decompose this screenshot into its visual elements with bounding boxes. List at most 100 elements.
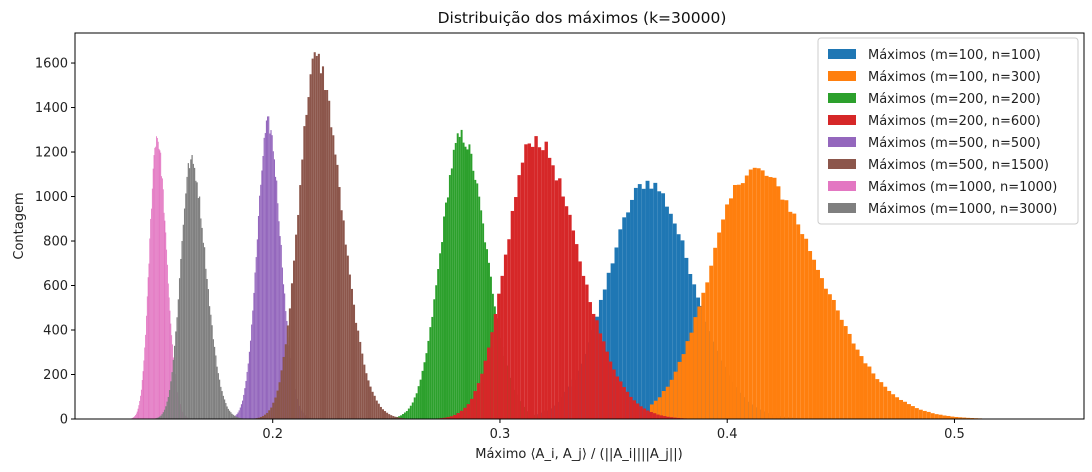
histogram-bar xyxy=(190,159,192,419)
histogram-bar xyxy=(659,415,664,419)
histogram-bar xyxy=(201,227,203,419)
histogram-bar xyxy=(172,359,174,419)
legend-entry: Máximos (m=200, n=600) xyxy=(868,114,1041,129)
histogram-bar xyxy=(171,372,173,419)
histogram-bar xyxy=(503,254,508,419)
histogram-bar xyxy=(365,373,368,419)
histogram-bar xyxy=(649,188,654,419)
series-bars-4 xyxy=(426,136,704,420)
histogram-bar xyxy=(334,154,337,419)
histogram-bar xyxy=(792,213,797,419)
histogram-bar xyxy=(139,400,141,419)
histogram-bar xyxy=(146,296,148,419)
histogram-bar xyxy=(571,230,576,419)
histogram-bar xyxy=(332,135,335,419)
histogram-bar xyxy=(156,137,158,419)
histogram-bar xyxy=(355,322,358,419)
histogram-bar xyxy=(405,411,408,419)
histogram-bar xyxy=(249,340,252,419)
histogram-bar xyxy=(669,379,674,419)
histogram-bar xyxy=(653,400,658,419)
histogram-bar xyxy=(183,208,186,419)
series-bars-2 xyxy=(649,167,1010,419)
histogram-bar xyxy=(443,216,446,419)
histogram-bar xyxy=(257,215,260,419)
histogram-bar xyxy=(202,242,204,419)
histogram-bar xyxy=(282,356,285,419)
histogram-bar xyxy=(910,406,915,419)
histogram-bar xyxy=(760,170,765,419)
histogram-bar xyxy=(768,177,773,419)
histogram-bar xyxy=(196,182,198,419)
histogram-bar xyxy=(541,150,545,419)
histogram-bar xyxy=(178,278,181,419)
histogram-bar xyxy=(478,196,481,419)
histogram-bar xyxy=(282,284,285,419)
histogram-bar xyxy=(313,52,316,419)
histogram-bar xyxy=(251,324,253,419)
histogram-bar xyxy=(233,415,236,419)
histogram-bar xyxy=(309,74,312,419)
histogram-bar xyxy=(497,293,501,419)
histogram-bar xyxy=(673,371,678,419)
histogram-bar xyxy=(138,405,140,419)
histogram-bar xyxy=(804,238,809,419)
histogram-bar xyxy=(280,244,282,419)
histogram-bar xyxy=(756,168,761,419)
histogram-bar xyxy=(618,229,623,419)
histogram-bar xyxy=(409,405,412,419)
histogram-bar xyxy=(278,382,281,419)
histogram-bar xyxy=(257,417,260,419)
histogram-bar xyxy=(622,217,627,419)
histogram-bar xyxy=(524,144,528,419)
histogram-bar xyxy=(259,195,261,419)
histogram-bar xyxy=(264,133,266,420)
legend-entry: Máximos (m=1000, n=3000) xyxy=(868,202,1057,217)
histogram-bar xyxy=(685,341,690,419)
histogram-bar xyxy=(193,167,196,419)
histogram-bar xyxy=(673,417,677,419)
histogram-bar xyxy=(271,135,273,419)
histogram-bar xyxy=(140,395,141,419)
histogram-bar xyxy=(899,399,904,419)
histogram-bar xyxy=(157,141,159,420)
histogram-bar xyxy=(140,389,142,419)
histogram-bar xyxy=(180,258,182,419)
legend-swatch xyxy=(828,93,856,103)
histogram-bar xyxy=(591,313,596,419)
histogram-bar xyxy=(476,183,479,419)
x-tick-label: 0.4 xyxy=(717,427,738,442)
histogram-bar xyxy=(145,334,147,419)
histogram-bar xyxy=(147,277,149,419)
histogram-bar xyxy=(160,415,162,419)
histogram-bar xyxy=(191,155,193,419)
histogram-bar xyxy=(266,412,269,419)
histogram-bar xyxy=(367,380,370,419)
histogram-bar xyxy=(324,90,327,420)
histogram-bar xyxy=(188,168,191,419)
histogram-bar xyxy=(427,340,430,419)
histogram-bar xyxy=(277,203,279,419)
histogram-bar xyxy=(645,180,650,419)
histogram-bar xyxy=(361,353,364,419)
histogram-bar xyxy=(464,146,467,419)
histogram-bar xyxy=(231,413,233,419)
histogram-bar xyxy=(240,404,243,419)
histogram-bar xyxy=(279,236,281,419)
histogram-bar xyxy=(260,184,262,419)
histogram-bar xyxy=(476,383,481,419)
histogram-bar xyxy=(400,415,403,419)
histogram-bar xyxy=(237,417,239,419)
x-tick-label: 0.3 xyxy=(490,427,511,442)
histogram-bar xyxy=(780,199,785,419)
histogram-bar xyxy=(608,361,613,419)
chart-title: Distribuição dos máximos (k=30000) xyxy=(438,9,727,27)
histogram-bar xyxy=(558,178,562,419)
histogram-bar xyxy=(490,332,494,419)
histogram-bar xyxy=(149,238,151,419)
y-tick-label: 1000 xyxy=(35,190,68,205)
histogram-bar xyxy=(278,221,280,419)
histogram-bar xyxy=(158,416,161,419)
histogram-bar xyxy=(689,332,694,419)
histogram-bar xyxy=(373,395,376,419)
